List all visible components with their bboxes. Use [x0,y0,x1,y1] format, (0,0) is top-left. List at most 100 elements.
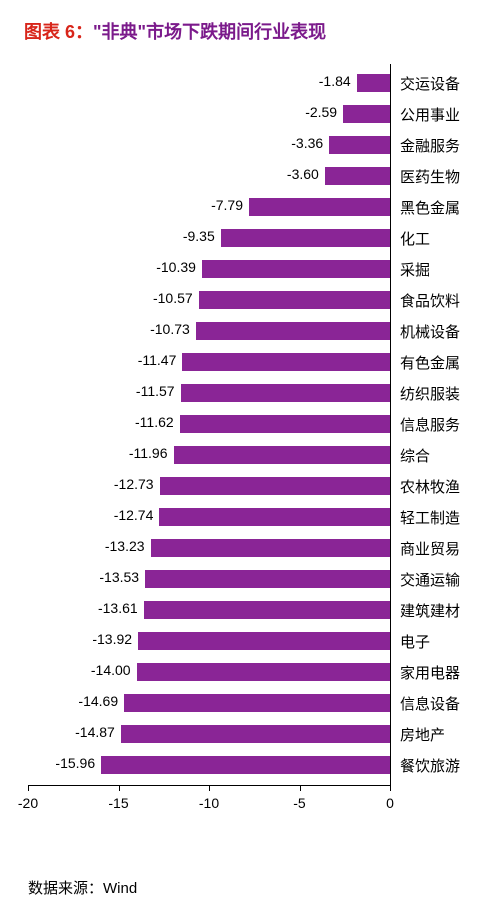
bar-category-label: 交通运输 [400,569,460,590]
bar [199,291,390,309]
title-main: "非典"市场下跌期间行业表现 [93,22,326,42]
bar-row: -11.47 有色金属 [28,351,484,373]
bar [124,694,390,712]
x-tick-label: -15 [108,795,128,811]
bar-row: -14.69 信息设备 [28,692,484,714]
bar-row: -13.23 商业贸易 [28,537,484,559]
bar-value-label: -7.79 [211,197,243,213]
bar-category-label: 农林牧渔 [400,476,460,497]
bar [202,260,390,278]
bar-value-label: -9.35 [183,228,215,244]
chart-title: 图表 6："非典"市场下跌期间行业表现 [0,0,500,54]
bar-value-label: -10.57 [153,290,193,306]
source-label: 数据来源： [28,880,103,897]
bar-row: -11.96综合 [28,444,484,466]
bar-value-label: -3.60 [287,166,319,182]
bar-value-label: -11.47 [138,352,177,368]
title-prefix: 图表 6： [24,22,93,42]
bar-category-label: 机械设备 [400,321,460,342]
bar-row: -2.59公用事业 [28,103,484,125]
bar [145,570,390,588]
bar-category-label: 食品饮料 [400,290,460,311]
bar-row: -13.92 电子 [28,630,484,652]
bar-value-label: -14.69 [78,693,118,709]
bar-row: -7.79 黑色金属 [28,196,484,218]
bar-row: -10.73 机械设备 [28,320,484,342]
bar [180,415,390,433]
bar-row: -1.84 交运设备 [28,72,484,94]
bar [174,446,390,464]
bar [121,725,390,743]
bar [101,756,390,774]
bar-row: -14.00 家用电器 [28,661,484,683]
chart-area: -1.84 交运设备 -2.59公用事业 -3.36 金融服务 -3.60 医药生物 -7.7… [28,64,484,827]
bar-value-label: -15.96 [55,755,95,771]
bar [160,477,390,495]
bar [137,663,390,681]
bar-row: -13.61建筑建材 [28,599,484,621]
bar [159,508,390,526]
bars-container: -1.84 交运设备 -2.59公用事业 -3.36 金融服务 -3.60 医药生物 -7.7… [28,72,484,785]
bar-row: -3.36 金融服务 [28,134,484,156]
x-tick-label: -10 [199,795,219,811]
bar [249,198,390,216]
x-tick [119,785,120,791]
x-tick [28,785,29,791]
bar [182,353,390,371]
bar-row: -12.74 轻工制造 [28,506,484,528]
bar-category-label: 黑色金属 [400,197,460,218]
bar-row: -9.35化工 [28,227,484,249]
bar [181,384,390,402]
bar-category-label: 商业贸易 [400,538,460,559]
bar [144,601,390,619]
bar-value-label: -1.84 [319,73,351,89]
bar-row: -15.96 餐饮旅游 [28,754,484,776]
bar-category-label: 有色金属 [400,352,460,373]
bar-row: -11.62 信息服务 [28,413,484,435]
bar-category-label: 医药生物 [400,166,460,187]
bar-category-label: 公用事业 [400,104,460,125]
bar-value-label: -13.53 [99,569,139,585]
source-value: Wind [103,880,137,897]
bar [138,632,390,650]
bar-category-label: 家用电器 [400,662,460,683]
bar-category-label: 餐饮旅游 [400,755,460,776]
bar [343,105,390,123]
bar-value-label: -13.61 [98,600,138,616]
bar-row: -12.73 农林牧渔 [28,475,484,497]
bar-value-label: -13.92 [92,631,132,647]
bar-category-label: 交运设备 [400,73,460,94]
bar-value-label: -11.57 [136,383,175,399]
bar-value-label: -11.96 [129,445,168,461]
x-tick-label: -5 [293,795,305,811]
bar [357,74,390,92]
bar-category-label: 纺织服装 [400,383,460,404]
bar-category-label: 信息服务 [400,414,460,435]
bar-category-label: 信息设备 [400,693,460,714]
bar-category-label: 电子 [400,631,430,652]
bar-value-label: -13.23 [105,538,145,554]
bar-row: -14.87 房地产 [28,723,484,745]
bar-value-label: -14.00 [91,662,131,678]
bar [151,539,390,557]
bar [325,167,390,185]
bar-value-label: -11.62 [135,414,174,430]
bar-category-label: 采掘 [400,259,430,280]
bar-value-label: -10.73 [150,321,190,337]
x-tick [209,785,210,791]
bar-value-label: -12.73 [114,476,154,492]
bar-row: -10.57 食品饮料 [28,289,484,311]
bar-row: -3.60 医药生物 [28,165,484,187]
bar-category-label: 轻工制造 [400,507,460,528]
data-source: 数据来源：Wind [28,877,137,898]
bar-value-label: -12.74 [114,507,154,523]
bar-value-label: -10.39 [156,259,196,275]
bar-category-label: 房地产 [400,724,445,745]
y-axis [390,64,391,785]
x-tick [390,785,391,791]
bar-row: -13.53 交通运输 [28,568,484,590]
bar-value-label: -3.36 [291,135,323,151]
bar-category-label: 金融服务 [400,135,460,156]
bar-row: -11.57 纺织服装 [28,382,484,404]
bar-value-label: -14.87 [75,724,115,740]
